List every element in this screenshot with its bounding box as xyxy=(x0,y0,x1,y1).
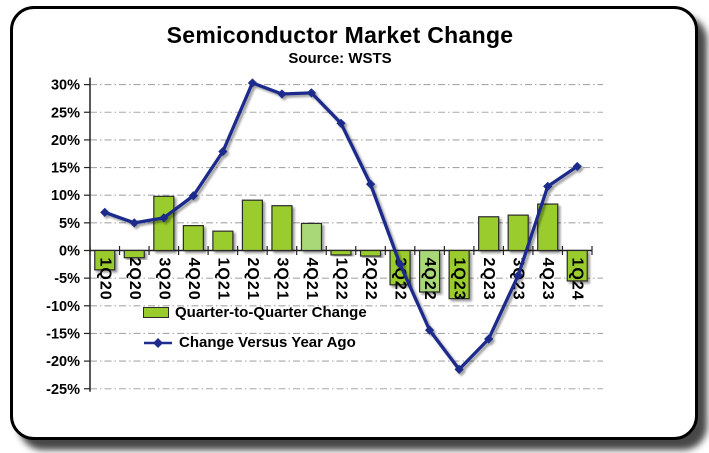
yoy-marker-1Q20 xyxy=(100,207,110,217)
bar-2Q22 xyxy=(359,249,382,257)
yoy-marker-3Q23 xyxy=(513,270,523,280)
x-label-1Q22: 1Q22 xyxy=(333,258,350,301)
yoy-marker-4Q22 xyxy=(424,325,435,335)
y-tick-label-20%: 20% xyxy=(51,133,80,149)
yoy-marker-2Q23 xyxy=(484,334,494,344)
yoy-marker-4Q21 xyxy=(306,88,317,98)
bar-2Q21 xyxy=(241,199,264,252)
bar-2Q23 xyxy=(478,216,500,252)
yoy-marker-4Q23 xyxy=(543,181,553,191)
x-label-1Q23: 1Q23 xyxy=(451,258,468,301)
y-tick-label--10%: -10% xyxy=(46,299,80,315)
yoy-marker-3Q20 xyxy=(159,213,169,223)
y-tick-label--25%: -25% xyxy=(46,382,80,398)
yoy-marker-2Q21 xyxy=(247,78,258,88)
bar-1Q23 xyxy=(448,249,470,300)
x-label-2Q22: 2Q22 xyxy=(362,258,379,301)
yoy-marker-4Q20 xyxy=(188,191,198,201)
legend-swatch-qoq xyxy=(143,307,169,318)
y-tick-label--5%: -5% xyxy=(54,271,80,287)
yoy-marker-1Q23 xyxy=(454,364,464,374)
x-label-4Q20: 4Q20 xyxy=(185,258,202,301)
y-tick-label-15%: 15% xyxy=(51,161,80,177)
bar-4Q21 xyxy=(300,222,323,252)
legend-line-marker-icon xyxy=(144,337,172,348)
bar-4Q20 xyxy=(182,225,204,252)
yoy-line-group xyxy=(100,78,582,374)
bar-4Q23 xyxy=(537,203,559,252)
legend-label-qoq: Quarter-to-Quarter Change xyxy=(175,304,367,321)
chart-title: Semiconductor Market Change xyxy=(166,22,514,48)
legend-label-yoy: Change Versus Year Ago xyxy=(179,334,356,351)
bar-1Q22 xyxy=(330,249,352,256)
yoy-marker-3Q22 xyxy=(395,259,405,269)
bar-1Q21 xyxy=(212,230,234,252)
yoy-marker-3Q21 xyxy=(277,89,287,99)
y-tick-label--15%: -15% xyxy=(46,326,80,342)
bar-3Q20 xyxy=(153,195,175,252)
x-label-2Q23: 2Q23 xyxy=(480,258,497,301)
y-tick-label-10%: 10% xyxy=(51,188,80,204)
x-label-1Q20: 1Q20 xyxy=(96,258,113,301)
x-label-1Q24: 1Q24 xyxy=(569,258,586,301)
legend: Quarter-to-Quarter Change Change Versus … xyxy=(143,304,367,351)
y-tick-label-0%: 0% xyxy=(59,244,80,260)
yoy-marker-1Q24 xyxy=(572,161,582,172)
x-label-3Q22: 3Q22 xyxy=(392,258,409,301)
y-tick-label-5%: 5% xyxy=(59,216,80,232)
legend-item-qoq: Quarter-to-Quarter Change xyxy=(143,304,367,321)
bar-1Q20 xyxy=(94,249,116,271)
chart-subtitle: Source: WSTS xyxy=(288,50,392,67)
x-label-4Q22: 4Q22 xyxy=(421,258,438,301)
yoy-marker-1Q21 xyxy=(218,146,228,157)
y-tick-label--20%: -20% xyxy=(46,354,80,370)
x-label-3Q21: 3Q21 xyxy=(273,258,290,301)
x-label-3Q20: 3Q20 xyxy=(155,258,172,301)
yoy-marker-2Q22 xyxy=(365,179,376,189)
bar-3Q23 xyxy=(507,214,529,252)
y-tick-label-25%: 25% xyxy=(51,105,80,121)
x-label-1Q21: 1Q21 xyxy=(214,258,231,301)
x-label-2Q20: 2Q20 xyxy=(126,258,143,301)
yoy-marker-2Q20 xyxy=(129,218,139,228)
y-tick-label-30%: 30% xyxy=(51,78,80,94)
bar-4Q22 xyxy=(418,249,441,293)
yoy-marker-1Q22 xyxy=(336,118,346,128)
bar-3Q21 xyxy=(271,205,293,252)
x-label-4Q21: 4Q21 xyxy=(303,258,320,301)
x-label-4Q23: 4Q23 xyxy=(539,258,556,301)
bar-2Q20 xyxy=(123,249,145,259)
x-label-2Q21: 2Q21 xyxy=(244,258,261,301)
legend-item-yoy: Change Versus Year Ago xyxy=(143,334,367,351)
bar-1Q24 xyxy=(566,249,588,282)
